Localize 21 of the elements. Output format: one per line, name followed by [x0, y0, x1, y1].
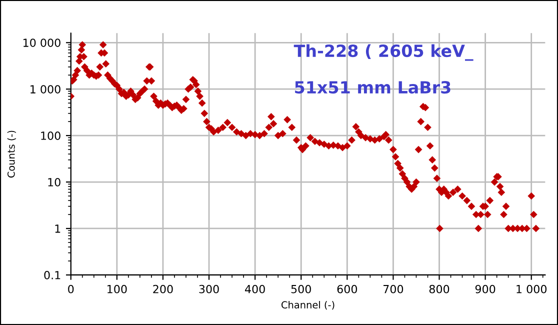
- x-tick-label: 900: [475, 284, 496, 294]
- y-tick-label: 10: [48, 178, 60, 186]
- x-tick-label: 200: [153, 284, 173, 294]
- annotation: Th-228 ( 2605 keV_: [294, 44, 474, 61]
- annotation: 51x51 mm LaBr3: [295, 80, 450, 94]
- y-axis-title: Counts (-): [7, 130, 16, 178]
- x-tick-label: 0: [68, 284, 74, 294]
- x-tick-label: 700: [384, 284, 404, 294]
- x-tick-label: 800: [429, 284, 450, 294]
- y-tick-label: 0.1: [44, 270, 60, 280]
- x-tick-label: 300: [199, 284, 219, 294]
- y-tick-label: 100: [41, 132, 60, 140]
- y-tick-label: 10 000: [23, 38, 60, 48]
- x-tick-label: 1 000: [516, 284, 547, 294]
- x-axis-title: Channel (-): [282, 300, 334, 310]
- y-tick-label: 1: [55, 224, 60, 233]
- x-tick-label: 100: [108, 284, 127, 294]
- x-tick-label: 500: [291, 284, 311, 294]
- x-tick-label: 400: [245, 284, 265, 294]
- x-tick-label: 600: [337, 284, 358, 294]
- y-tick-label: 1 000: [30, 85, 60, 94]
